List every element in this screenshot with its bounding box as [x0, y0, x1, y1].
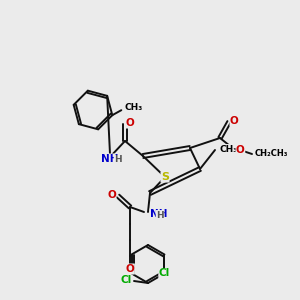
Text: O: O: [126, 118, 135, 128]
Text: CH₃: CH₃: [124, 103, 142, 112]
Text: O: O: [107, 190, 116, 200]
Text: H: H: [114, 155, 122, 164]
Text: CH₃: CH₃: [219, 145, 237, 154]
Text: CH₂CH₃: CH₂CH₃: [255, 149, 288, 158]
Text: Cl: Cl: [159, 268, 170, 278]
Text: O: O: [126, 264, 134, 274]
Text: O: O: [230, 116, 239, 126]
Text: S: S: [161, 172, 169, 182]
Text: O: O: [236, 145, 245, 155]
Text: NH: NH: [150, 209, 167, 219]
Text: H: H: [156, 211, 164, 220]
Text: Cl: Cl: [121, 275, 132, 285]
Text: NH: NH: [101, 154, 119, 164]
